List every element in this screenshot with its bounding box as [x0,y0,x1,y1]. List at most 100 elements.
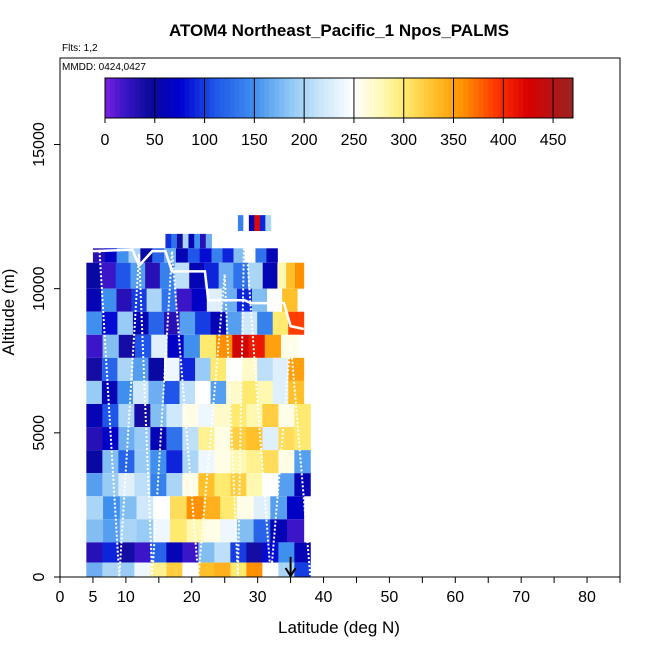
heat-cell [166,473,183,497]
heat-cell [218,262,234,289]
heat-cell [246,450,263,474]
heat-cell [179,380,196,404]
colorbar-segment [149,78,156,118]
heat-cell [257,357,274,381]
heat-cell [86,496,104,520]
colorbar-segment [408,78,415,118]
heat-cell [248,262,264,289]
colorbar-segment [508,78,514,118]
chart-title: ATOM4 Northeast_Pacific_1 Npos_PALMS [169,21,509,40]
heat-cell [226,357,243,381]
heat-cell [272,357,289,381]
heat-cell [117,311,134,335]
heat-cell [86,357,103,381]
x-tick-label: 70 [512,589,530,606]
heat-cell [166,450,183,474]
colorbar-segment [264,78,270,118]
heat-cell [86,562,103,577]
colorbar-segment [488,78,494,118]
heat-cell [136,519,154,543]
x-tick-label: 20 [183,589,201,606]
heat-cell [195,311,211,335]
heat-cell [259,215,266,231]
x-tick-label: 30 [249,589,267,606]
colorbar-segment [309,78,315,118]
heat-cell [191,288,208,312]
colorbar-segment [558,78,564,118]
colorbar-segment [463,78,469,118]
heat-cell [203,519,221,543]
heat-cell [294,262,305,289]
heat-cell [294,562,311,577]
heat-cell [199,334,217,358]
heat-cell [118,542,135,563]
colorbar-segment [523,78,529,118]
x-tick-label: 10 [117,589,135,606]
heat-cell [164,357,180,381]
colorbar-tick-label: 300 [390,132,417,149]
heat-cell [203,496,221,520]
heat-cell [262,262,278,289]
heat-cell [277,262,287,289]
colorbar-segment [348,78,355,118]
colorbar-segment [443,78,450,118]
heatmap-cells [86,215,311,577]
colorbar-segment [299,78,305,118]
heat-cell [104,248,118,263]
heat-cell [230,404,247,428]
heat-cell [198,542,215,563]
heat-cell [134,427,151,451]
colorbar-tick-label: 50 [146,132,164,149]
heat-cell [248,215,255,231]
colorbar-segment [219,78,225,118]
heat-cell [211,248,223,263]
heat-cell [288,357,305,381]
heat-cell [226,311,243,335]
heat-cell [118,334,136,358]
colorbar-tick-label: 450 [540,132,567,149]
x-tick-label: 5 [88,589,97,606]
heat-cell [244,248,256,263]
heat-cell [150,562,167,577]
heat-cell [132,311,149,335]
colorbar-segment [154,78,161,118]
colorbar-segment [294,78,300,118]
heat-cell [179,311,196,335]
colorbar-tick-label: 250 [341,132,368,149]
heat-cell [119,496,137,520]
heat-cell [171,233,178,249]
heat-cell [226,380,243,404]
heat-cell [176,288,193,312]
heat-cell [150,404,167,428]
colorbar-segment [269,78,275,118]
heat-cell [232,334,249,358]
heat-cell [174,262,190,289]
heat-cell [101,311,118,335]
colorbar-segment [448,78,455,118]
arrow-marker-head [284,567,297,578]
heat-cell [118,562,135,577]
heat-cell [102,562,119,577]
heat-cell [103,496,121,520]
colorbar-segment [174,78,181,118]
colorbar-segment [229,78,235,118]
heat-cell [257,311,274,335]
colorbar-segment [503,78,509,118]
heat-cell [164,380,180,404]
colorbar-segment [214,78,221,118]
heat-cell [246,427,263,451]
heat-cell [286,262,296,289]
heat-cell [255,248,267,263]
colorbar-segment [109,78,116,118]
heat-cell [205,233,212,249]
colorbar-segment [418,78,425,118]
colorbar-segment [363,78,370,118]
heat-cell [248,334,266,358]
heat-cell [86,427,103,451]
heat-cell [115,262,131,289]
heat-cell [86,311,103,335]
heat-cell [134,542,151,563]
heat-cell [119,519,137,543]
heat-cell [150,427,167,451]
y-tick-label: 0 [31,572,48,581]
